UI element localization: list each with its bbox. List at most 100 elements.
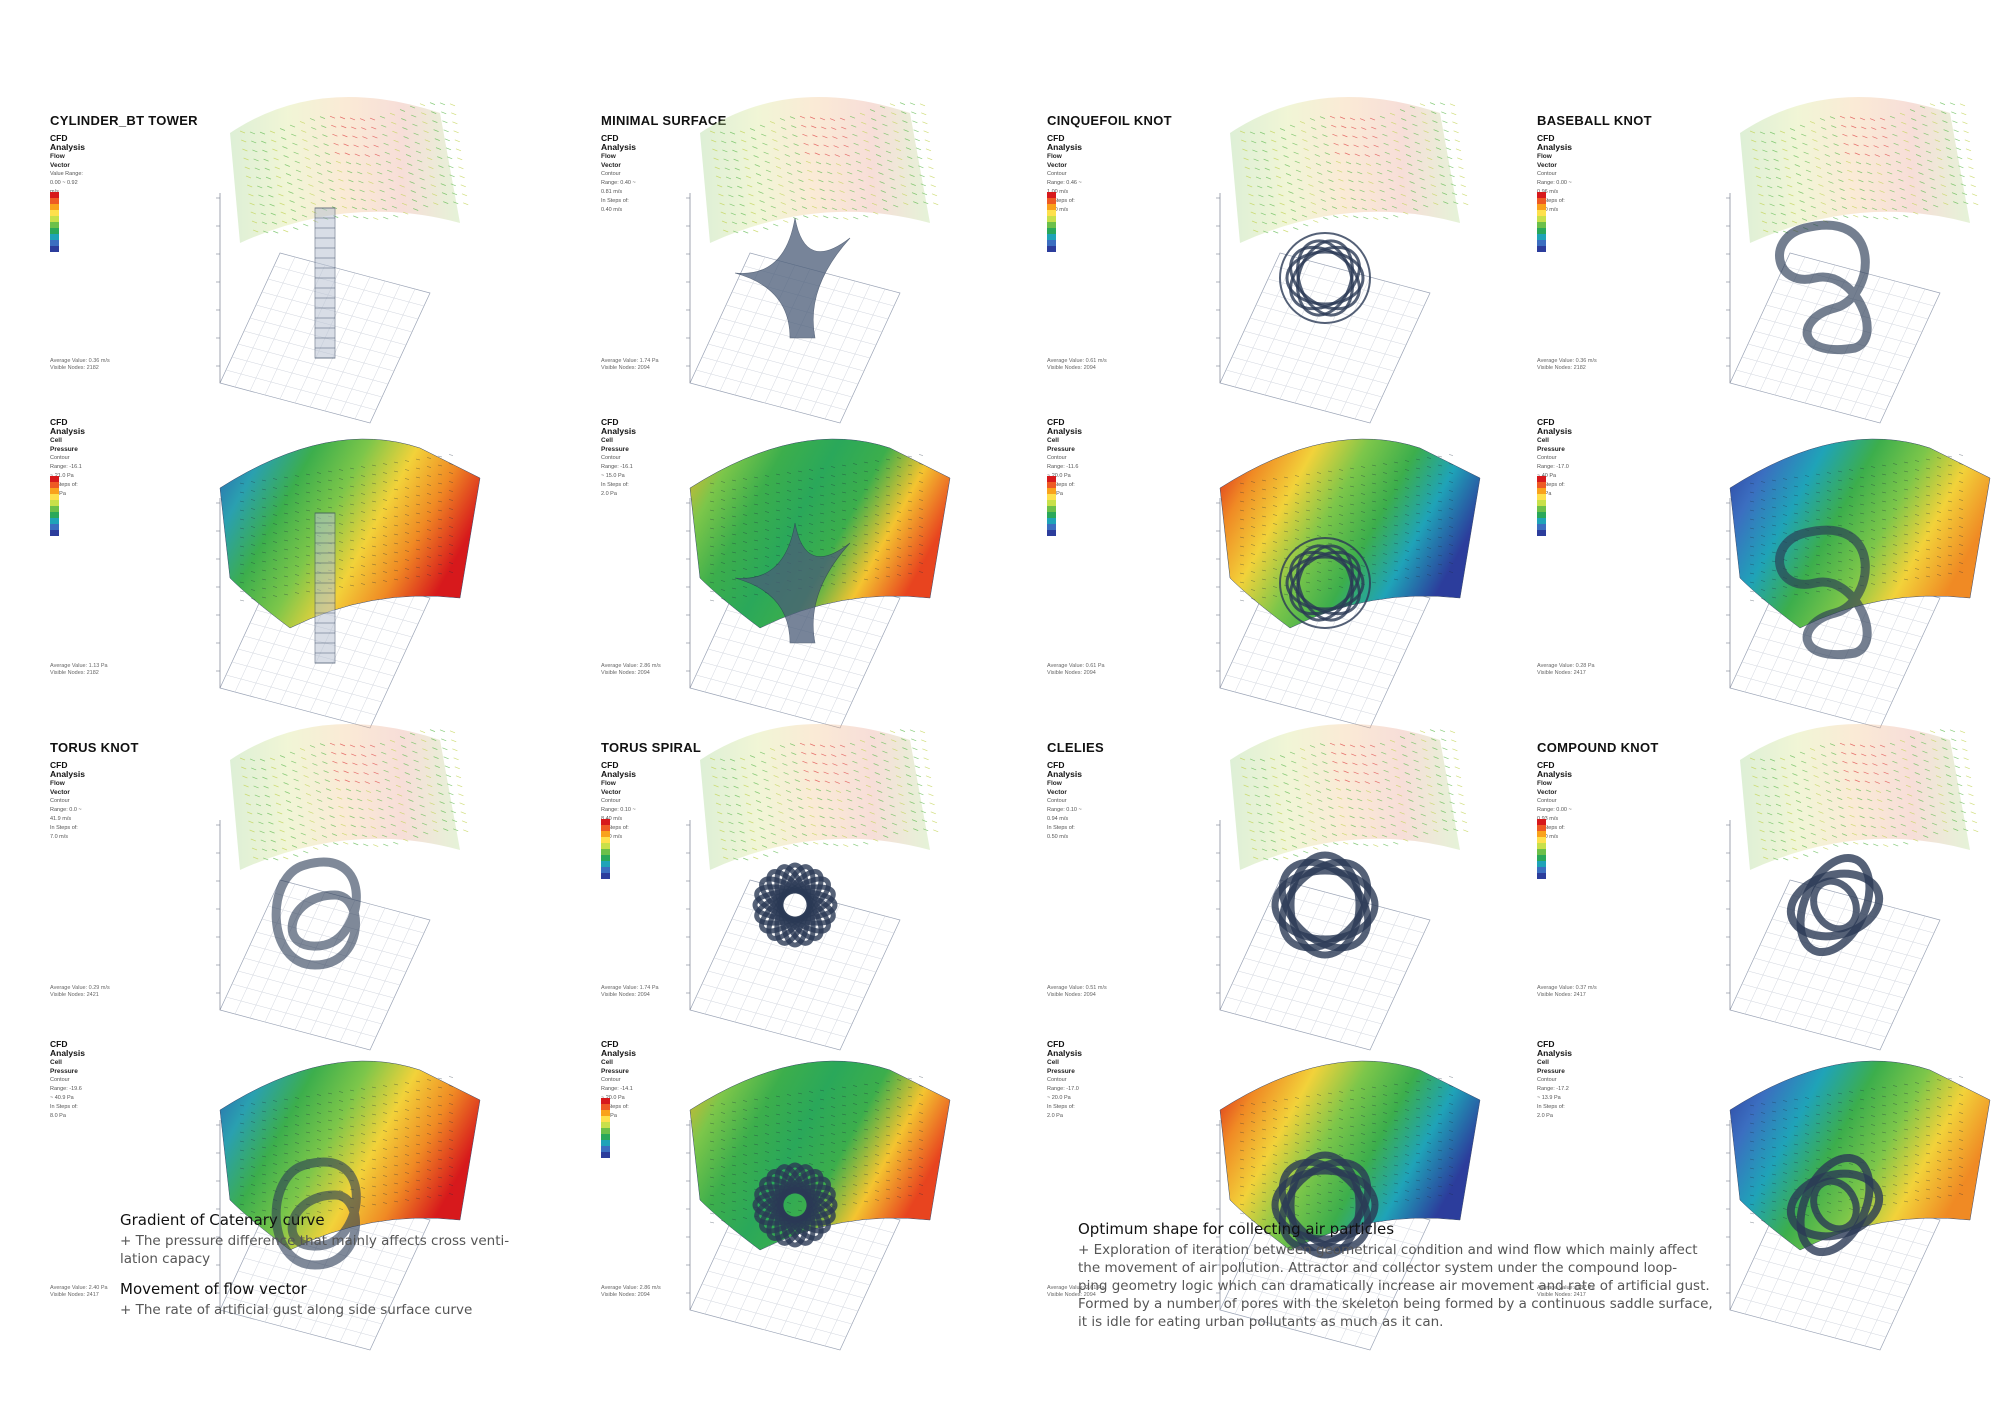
compound-geometry (1786, 853, 1884, 957)
color-scale-step (1537, 494, 1546, 500)
note-heading: Gradient of Catenary curve (120, 1211, 325, 1229)
color-scale-step (50, 494, 59, 500)
stat-line: Visible Nodes: 2094 (601, 670, 650, 676)
color-scale-bar (1047, 476, 1056, 536)
color-scale-step (50, 476, 59, 482)
stat-line: Average Value: 2.86 m/s (601, 663, 661, 669)
baseball-geometry (1775, 220, 1872, 355)
spiral-geometry (752, 1162, 838, 1248)
color-scale-step (601, 843, 610, 849)
legend-line-l1: Contour Range: 0.0 ~ 41.9 m/s (50, 798, 82, 822)
pressure-surface (1219, 438, 1481, 629)
color-scale-step (601, 1116, 610, 1122)
stat-line: Visible Nodes: 2094 (601, 1292, 650, 1298)
flow-vector-field (700, 724, 939, 870)
stat-line: Visible Nodes: 2417 (1537, 992, 1586, 998)
color-scale-step (1537, 228, 1546, 234)
stat-line: Average Value: 0.37 m/s (1537, 985, 1597, 991)
color-scale-step (1047, 216, 1056, 222)
cylinder-geometry (314, 207, 336, 359)
stat-line: Average Value: 2.61 Pa (1047, 1285, 1105, 1291)
color-scale-step (1047, 524, 1056, 530)
legend-line-sub: Flow Vector (50, 780, 70, 796)
pressure-surface (689, 438, 951, 629)
legend-line-sub: Flow Vector (1537, 780, 1557, 796)
color-scale-step (601, 1104, 610, 1110)
color-scale-step (601, 1140, 610, 1146)
legend-line-l2: In Steps of: 1.00 m/s (601, 825, 629, 840)
color-scale-step (1537, 837, 1546, 843)
legend-line-sub: Flow Vector (1537, 153, 1557, 169)
cinquefoil-geometry (1279, 537, 1371, 629)
legend-line-sub: Cell Pressure (50, 437, 78, 453)
legend-line-sub: Flow Vector (601, 153, 621, 169)
cfd-legend: CFD Analysis Cell Pressure Contour Range: … (601, 418, 636, 499)
minimal-geometry (734, 217, 851, 339)
color-scale-step (1047, 494, 1056, 500)
legend-line-sub: Flow Vector (1047, 153, 1067, 169)
color-scale-step (1047, 204, 1056, 210)
legend-line-title: CFD Analysis (1047, 760, 1082, 779)
flow-vector-field (230, 724, 469, 870)
cfd-legend: CFD Analysis Flow Vector Value Range: 0.00… (50, 134, 85, 197)
note-text: + Exploration of iteration between geome… (1078, 1242, 1713, 1330)
panel-stats: Average Value: 0.28 Pa Visible Nodes: 241… (1537, 663, 1595, 677)
color-scale-step (1537, 216, 1546, 222)
color-scale-step (1047, 500, 1056, 506)
panel-stats: Average Value: 0.37 m/s Visible Nodes: 24… (1537, 985, 1597, 999)
legend-line-l2: In Steps of: 0.40 m/s (1537, 198, 1565, 213)
panel-stats: Average Value: 0.29 m/s Visible Nodes: 24… (50, 985, 110, 999)
baseball-geometry (1775, 525, 1872, 660)
legend-line-title: CFD Analysis (50, 1039, 85, 1058)
color-scale-step (601, 831, 610, 837)
legend-line-sub: Flow Vector (601, 780, 621, 796)
cfd-3d-plot (216, 97, 469, 424)
color-scale-step (50, 500, 59, 506)
color-scale-step (1047, 210, 1056, 216)
legend-line-sub: Cell Pressure (601, 1059, 629, 1075)
flow-vector-field (700, 97, 939, 243)
color-scale-step (50, 246, 59, 252)
legend-line-title: CFD Analysis (1537, 1039, 1572, 1058)
cfd-3d-plot (1216, 438, 1481, 729)
color-scale-bar (50, 476, 59, 536)
panel-stats: Average Value: 0.51 m/s Visible Nodes: 20… (1047, 985, 1107, 999)
color-scale-step (1537, 222, 1546, 228)
color-scale-bar (1047, 192, 1056, 252)
flow-vector-field (1740, 97, 1979, 243)
panel-stats: Average Value: 0.61 Pa Visible Nodes: 209… (1047, 663, 1105, 677)
stat-line: Average Value: 2.86 m/s (601, 1285, 661, 1291)
torus-geometry (271, 857, 361, 970)
color-scale-step (1537, 831, 1546, 837)
color-scale-step (1537, 210, 1546, 216)
color-scale-step (1047, 512, 1056, 518)
cfd-3d-plot (686, 724, 939, 1051)
legend-line-title: CFD Analysis (601, 1039, 636, 1058)
floor-grid (686, 820, 901, 1051)
panel-stats: Average Value: 2.61 Pa Visible Nodes: 209… (1047, 1285, 1105, 1299)
legend-line-l1: Contour Range: -11.6 ~ 20.0 Pa (1047, 455, 1079, 479)
flow-vector-field (1740, 724, 1979, 870)
stat-line: Visible Nodes: 2094 (1047, 670, 1096, 676)
cfd-3d-plot (686, 97, 939, 424)
legend-line-title: CFD Analysis (1537, 760, 1572, 779)
legend-line-l2: In Steps of: 8.0 Pa (50, 1104, 78, 1119)
panel-stats: Average Value: 1.74 Pa Visible Nodes: 209… (601, 358, 659, 372)
stat-line: Average Value: 0.61 m/s (1047, 358, 1107, 364)
flow-vector-field (230, 97, 469, 243)
cfd-legend: CFD Analysis Flow Vector Contour Range: 0.… (1047, 761, 1082, 842)
legend-line-l1: Contour Range: -16.1 ~ 15.0 Pa (601, 455, 633, 479)
cfd-legend: CFD Analysis Flow Vector Contour Range: 0.… (1047, 134, 1082, 215)
color-scale-step (1047, 476, 1056, 482)
legend-line-title: CFD Analysis (1537, 417, 1572, 436)
color-scale-step (601, 1128, 610, 1134)
legend-line-l2: In Steps of: 2.0 Pa (1047, 1104, 1075, 1119)
color-scale-step (1537, 204, 1546, 210)
legend-line-title: CFD Analysis (1047, 133, 1082, 152)
legend-line-sub: Cell Pressure (1537, 1059, 1565, 1075)
compound-geometry (1786, 1153, 1884, 1257)
color-scale-step (1537, 246, 1546, 252)
legend-line-title: CFD Analysis (601, 760, 636, 779)
color-scale-step (601, 855, 610, 861)
color-scale-step (1047, 518, 1056, 524)
